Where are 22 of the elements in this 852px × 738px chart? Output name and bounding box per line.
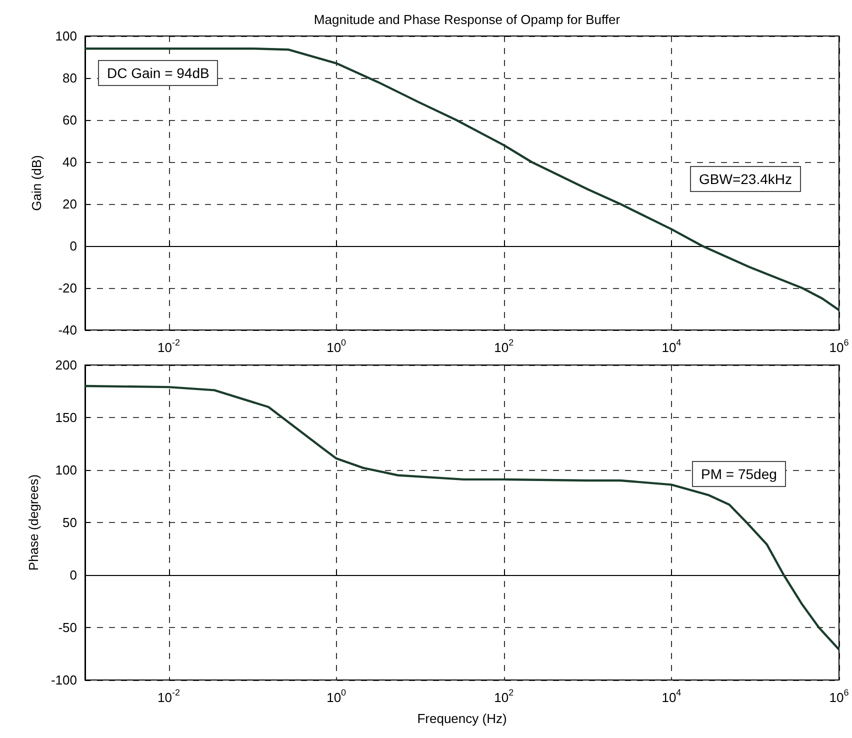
y-tick-label: 80 (62, 70, 77, 86)
y-tick-label: 100 (55, 462, 77, 478)
y-tick-label: 0 (70, 568, 77, 582)
y-tick-label: -100 (50, 672, 77, 688)
y-tick-label: 40 (62, 154, 77, 170)
y-tick-label: -50 (58, 620, 77, 635)
y-tick-label: 150 (55, 410, 77, 425)
chart-title: Magnitude and Phase Response of Opamp for Buffer (314, 12, 621, 27)
y-tick-label: -40 (58, 322, 77, 338)
annotation: GBW=23.4kHz (690, 166, 801, 192)
y-axis-title: Phase (degrees) (26, 474, 42, 571)
y-tick-label: 200 (55, 358, 77, 372)
y-tick-label: -20 (58, 280, 77, 296)
y-tick-label: 60 (62, 112, 77, 128)
x-axis-title: Frequency (Hz) (417, 711, 507, 726)
y-tick-label: 20 (62, 196, 77, 212)
y-axis-title: Gain (dB) (29, 155, 44, 211)
annotation: PM = 75deg (692, 461, 786, 487)
y-tick-label: 0 (70, 238, 77, 254)
y-tick-label: 100 (55, 28, 77, 44)
y-tick-label: 50 (62, 515, 77, 530)
annotation: DC Gain = 94dB (98, 60, 218, 86)
